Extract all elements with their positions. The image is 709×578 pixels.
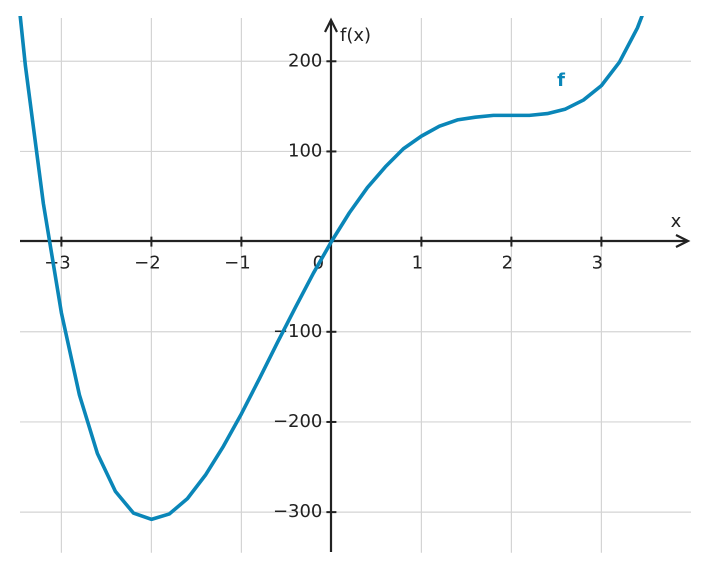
y-axis-label: f(x) bbox=[340, 25, 371, 46]
line bbox=[18, 16, 644, 522]
y-tick-label: −300 bbox=[273, 501, 322, 522]
x-axis-label: x bbox=[671, 211, 682, 232]
x-tick-label: 1 bbox=[412, 253, 423, 274]
x-tick-label: −3 bbox=[44, 253, 71, 274]
x-tick-label: −2 bbox=[134, 253, 161, 274]
y-tick-label: 100 bbox=[288, 140, 322, 161]
series-label: f bbox=[557, 70, 565, 91]
x-tick-label: −1 bbox=[224, 253, 251, 274]
x-axis-arrow bbox=[675, 234, 691, 248]
x-tick-label: 2 bbox=[502, 253, 513, 274]
x-tick-label: 3 bbox=[592, 253, 603, 274]
y-axis-arrow bbox=[324, 17, 338, 33]
y-tick-label: −200 bbox=[273, 411, 322, 432]
y-tick-label: 200 bbox=[288, 50, 322, 71]
